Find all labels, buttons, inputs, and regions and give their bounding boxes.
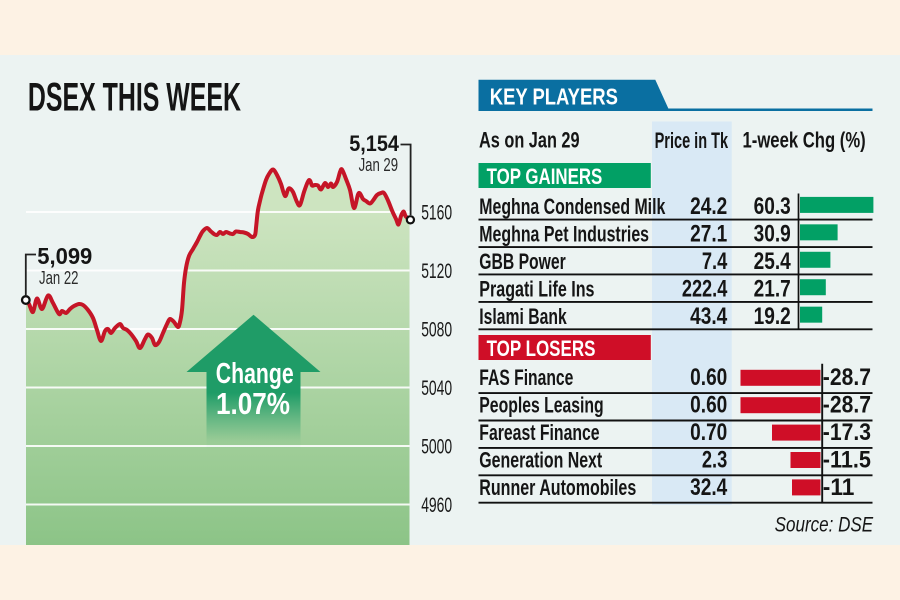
svg-text:-11.5: -11.5 [823, 445, 871, 472]
svg-text:FAS Finance: FAS Finance [479, 367, 573, 391]
svg-text:7.4: 7.4 [702, 249, 728, 275]
svg-text:KEY PLAYERS: KEY PLAYERS [490, 85, 618, 111]
svg-text:Change: Change [216, 358, 294, 390]
svg-text:1.07%: 1.07% [216, 387, 290, 421]
svg-text:Meghna Condensed Milk: Meghna Condensed Milk [479, 195, 665, 220]
svg-text:Price in Tk: Price in Tk [655, 128, 729, 153]
svg-text:5000: 5000 [421, 434, 452, 458]
svg-text:5,099: 5,099 [37, 243, 92, 269]
svg-text:Meghna Pet Industries: Meghna Pet Industries [479, 222, 649, 247]
svg-text:Pragati Life Ins: Pragati Life Ins [479, 277, 594, 302]
svg-text:5080: 5080 [421, 317, 452, 341]
svg-text:Runner Automobiles: Runner Automobiles [479, 475, 636, 500]
svg-text:Fareast Finance: Fareast Finance [479, 422, 599, 446]
svg-text:Generation Next: Generation Next [479, 448, 602, 473]
svg-text:Jan 29: Jan 29 [359, 155, 398, 176]
svg-text:2.3: 2.3 [702, 447, 727, 473]
svg-text:25.4: 25.4 [754, 248, 791, 274]
svg-text:60.3: 60.3 [754, 193, 791, 219]
svg-text:As on Jan 29: As on Jan 29 [479, 128, 580, 153]
svg-text:TOP GAINERS: TOP GAINERS [487, 165, 603, 190]
svg-text:0.60: 0.60 [690, 392, 727, 418]
svg-text:32.4: 32.4 [690, 474, 727, 500]
svg-text:5120: 5120 [421, 259, 452, 283]
svg-text:-28.7: -28.7 [823, 364, 871, 390]
svg-text:5,154: 5,154 [349, 131, 399, 156]
svg-text:24.2: 24.2 [690, 193, 727, 219]
svg-text:43.4: 43.4 [690, 303, 727, 329]
svg-text:222.4: 222.4 [682, 276, 728, 302]
svg-text:-28.7: -28.7 [823, 391, 871, 417]
svg-text:4960: 4960 [421, 493, 452, 517]
svg-text:27.1: 27.1 [690, 221, 727, 247]
svg-text:DSEX THIS WEEK: DSEX THIS WEEK [28, 76, 241, 120]
svg-text:5160: 5160 [421, 200, 452, 224]
svg-text:-17.3: -17.3 [823, 419, 871, 445]
svg-text:-11: -11 [823, 473, 855, 500]
svg-text:0.60: 0.60 [690, 364, 727, 390]
svg-text:19.2: 19.2 [754, 303, 791, 329]
svg-text:Peoples Leasing: Peoples Leasing [479, 394, 603, 418]
svg-text:0.70: 0.70 [690, 419, 727, 445]
svg-text:Source: DSE: Source: DSE [775, 514, 874, 537]
svg-text:5040: 5040 [421, 376, 452, 400]
svg-text:Jan 22: Jan 22 [39, 268, 78, 289]
svg-text:21.7: 21.7 [754, 275, 791, 301]
svg-text:GBB Power: GBB Power [479, 250, 566, 274]
svg-text:1-week Chg (%): 1-week Chg (%) [743, 128, 866, 153]
svg-text:30.9: 30.9 [754, 221, 791, 247]
svg-text:Islami Bank: Islami Bank [479, 305, 567, 329]
svg-text:TOP LOSERS: TOP LOSERS [487, 337, 596, 362]
